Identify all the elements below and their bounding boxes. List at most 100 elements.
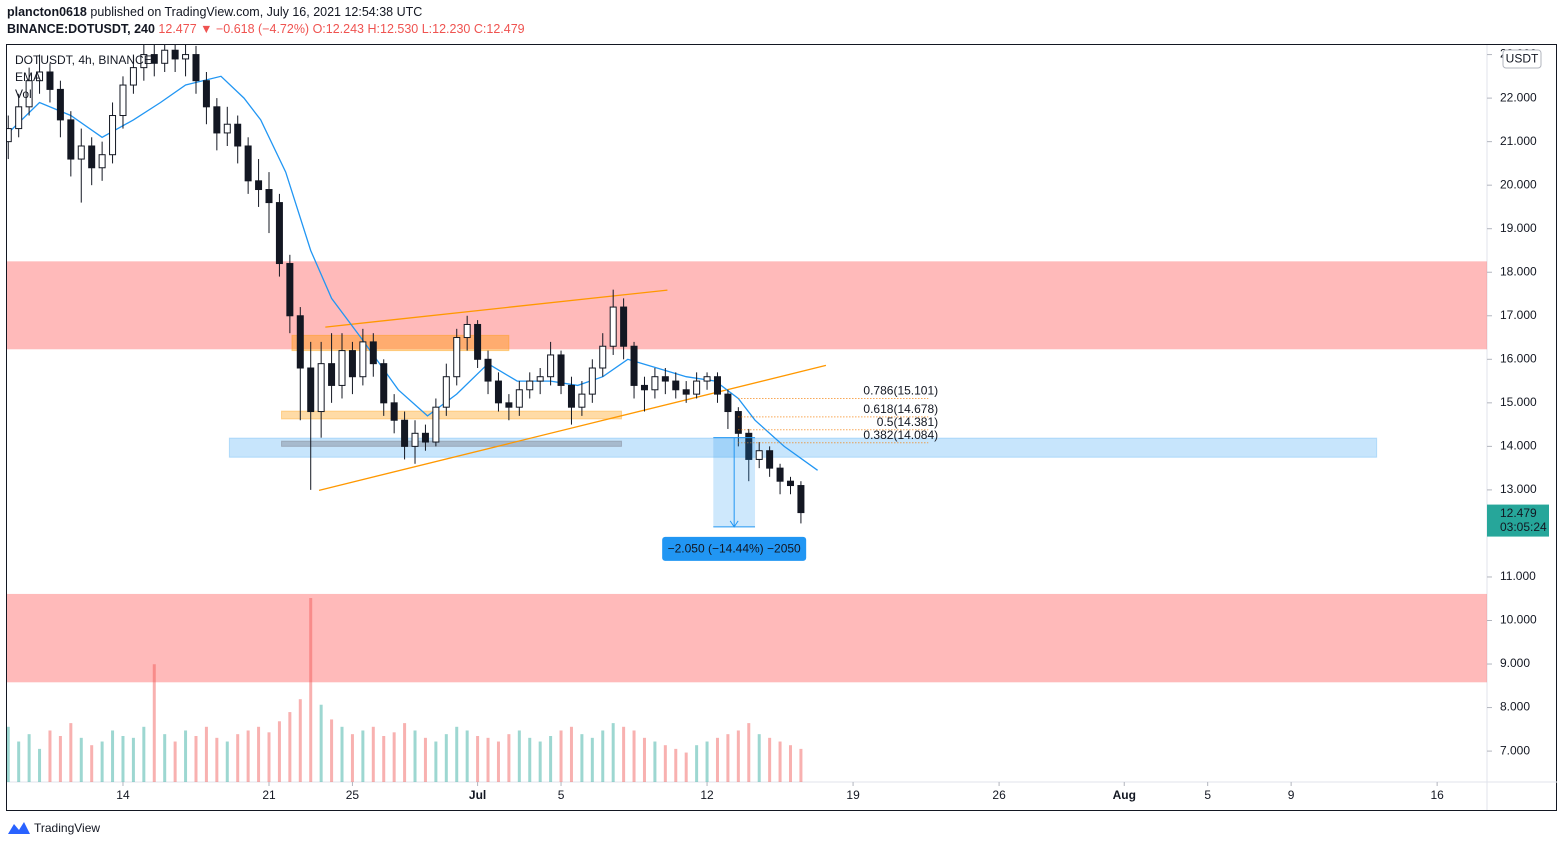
candle-body xyxy=(567,384,575,408)
x-tick-label: 16 xyxy=(1430,788,1444,802)
x-tick-label: 19 xyxy=(846,788,860,802)
candle-body xyxy=(56,88,64,121)
volume-bar xyxy=(163,734,167,782)
volume-bar xyxy=(715,737,719,782)
candle-body xyxy=(359,341,367,378)
candle-body xyxy=(713,376,721,395)
volume-bar xyxy=(622,726,626,782)
volume-bar xyxy=(705,741,709,782)
volume-bar xyxy=(747,723,751,782)
volume-bar xyxy=(455,726,459,782)
volume-bar xyxy=(371,726,375,782)
candle-body xyxy=(46,71,54,90)
y-tick-label: 18.000 xyxy=(1500,264,1537,278)
volume-bar xyxy=(444,734,448,782)
candle-body xyxy=(640,384,648,391)
volume-bar xyxy=(288,712,292,782)
x-tick-label: 26 xyxy=(992,788,1006,802)
y-tick-label: 17.000 xyxy=(1500,308,1537,322)
volume-bar xyxy=(590,737,594,782)
volume-bar xyxy=(298,699,302,782)
candle-body xyxy=(453,337,461,378)
candle-body xyxy=(140,54,148,69)
volume-bar xyxy=(361,730,365,782)
volume-bar xyxy=(517,730,521,782)
candle-body xyxy=(703,376,711,382)
measure-arrow xyxy=(729,437,739,528)
fib-label: 0.618(14.678) xyxy=(863,402,938,416)
zone xyxy=(228,437,1378,458)
zone xyxy=(281,440,623,447)
candle-body xyxy=(255,180,263,191)
volume-bar xyxy=(569,726,573,782)
candle-body xyxy=(7,128,12,143)
candle-body xyxy=(682,389,690,395)
candle-body xyxy=(98,154,106,169)
candle-body xyxy=(526,380,534,391)
fib-label: 0.5(14.381) xyxy=(877,415,938,429)
candle-body xyxy=(192,54,200,82)
volume-bar xyxy=(246,730,250,782)
open: O:12.243 xyxy=(312,22,365,36)
volume-bar xyxy=(330,719,334,782)
x-tick-label: 5 xyxy=(1204,788,1211,802)
candle-body xyxy=(296,315,304,369)
volume-bar xyxy=(204,726,208,782)
volume-bar xyxy=(340,726,344,782)
low: L:12.230 xyxy=(421,22,471,36)
volume-bar xyxy=(496,741,500,782)
brand-name: TradingView xyxy=(34,821,100,835)
volume-bar xyxy=(131,737,135,782)
volume-bar xyxy=(632,730,636,782)
volume-bar xyxy=(236,734,240,782)
symbol: BINANCE:DOTUSDT, 240 xyxy=(7,22,155,36)
candle-body xyxy=(275,202,283,265)
volume-bar xyxy=(267,732,271,782)
candle-body xyxy=(766,450,774,469)
candle-body xyxy=(202,80,210,108)
candle-body xyxy=(25,80,33,108)
volume-bar xyxy=(434,741,438,782)
volume-bar xyxy=(215,737,219,782)
candle-body xyxy=(672,380,680,391)
y-tick-label: 14.000 xyxy=(1500,439,1537,453)
candle-body xyxy=(401,419,409,447)
candle-body xyxy=(77,145,85,160)
y-tick-label: 8.000 xyxy=(1500,700,1530,714)
close: C:12.479 xyxy=(473,22,525,36)
high: H:12.530 xyxy=(367,22,419,36)
volume-bar xyxy=(194,736,198,782)
candle-body xyxy=(244,145,252,182)
volume-bar xyxy=(684,752,688,782)
candle-body xyxy=(693,380,701,395)
y-tick-label: 7.000 xyxy=(1500,743,1530,757)
volume-bar xyxy=(319,704,323,782)
candle-body xyxy=(234,123,242,147)
volume-bar xyxy=(403,723,407,782)
published: published on TradingView.com, July 16, 2… xyxy=(90,5,423,19)
volume-bar xyxy=(580,734,584,782)
volume-bar xyxy=(90,745,94,782)
volume-bar xyxy=(58,736,62,782)
candle-body xyxy=(307,367,315,413)
last-price: 12.479 xyxy=(1500,506,1537,520)
candle-body xyxy=(348,350,356,378)
candle-body xyxy=(776,467,784,482)
volume-bar xyxy=(38,748,42,782)
volume-bar xyxy=(100,741,104,782)
fib-label: 0.786(15.101) xyxy=(863,384,938,398)
volume-bar xyxy=(423,737,427,782)
candle-body xyxy=(620,306,628,347)
y-tick-label: 11.000 xyxy=(1500,569,1536,583)
candle-body xyxy=(182,54,190,60)
volume-bar xyxy=(152,664,156,782)
candle-body xyxy=(630,345,638,386)
trendline xyxy=(318,364,827,491)
y-tick-label: 21.000 xyxy=(1500,134,1537,148)
volume-bar xyxy=(528,737,532,782)
currency-badge: USDT xyxy=(1502,49,1542,69)
volume-bar xyxy=(476,736,480,782)
candle-body xyxy=(171,49,179,60)
candle-body xyxy=(609,306,617,347)
